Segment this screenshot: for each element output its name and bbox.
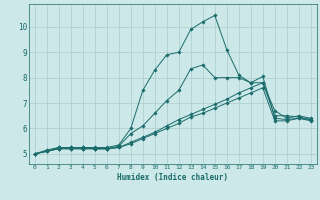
X-axis label: Humidex (Indice chaleur): Humidex (Indice chaleur) bbox=[117, 173, 228, 182]
